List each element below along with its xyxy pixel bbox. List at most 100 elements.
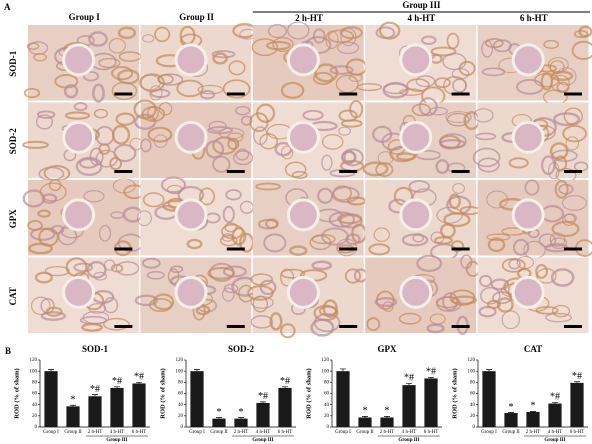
tubule bbox=[110, 211, 125, 219]
tubule bbox=[157, 74, 174, 85]
group-header: Group II bbox=[179, 12, 214, 22]
x-tick-label: Group II bbox=[356, 430, 374, 435]
glomerulus bbox=[174, 43, 208, 77]
group-label: Group III bbox=[106, 438, 127, 443]
tubule bbox=[553, 112, 581, 127]
tubule bbox=[487, 237, 506, 253]
scale-bar bbox=[339, 247, 358, 251]
tubule bbox=[48, 179, 62, 192]
tubule bbox=[550, 268, 575, 287]
tubule bbox=[382, 301, 394, 312]
x-tick-label: 2 h-HT bbox=[526, 430, 541, 435]
tubule bbox=[368, 243, 391, 256]
tubule bbox=[146, 271, 165, 280]
tubule bbox=[221, 287, 235, 302]
scale-bar bbox=[226, 92, 245, 96]
x-tick-label: 6 h-HT bbox=[424, 430, 439, 435]
tubule bbox=[442, 292, 459, 311]
scale-bar bbox=[564, 92, 582, 96]
tubule bbox=[92, 83, 105, 103]
y-tick-label: 120 bbox=[322, 358, 330, 363]
row-label: SOD-2 bbox=[8, 128, 18, 155]
tubule bbox=[65, 257, 88, 277]
tubule bbox=[375, 26, 396, 39]
y-tick-label: 0 bbox=[473, 425, 476, 430]
tubule bbox=[93, 271, 108, 281]
error-bar bbox=[282, 386, 288, 388]
tubule bbox=[501, 227, 526, 236]
tubule bbox=[406, 78, 430, 93]
tubule bbox=[331, 186, 360, 203]
tubule bbox=[98, 143, 111, 155]
tubule bbox=[161, 176, 187, 194]
tubule bbox=[312, 71, 334, 86]
error-bar bbox=[406, 383, 412, 386]
scale-bar bbox=[451, 170, 470, 173]
tubule bbox=[149, 85, 163, 101]
y-tick-label: 60 bbox=[324, 392, 330, 397]
error-bar bbox=[384, 416, 390, 418]
scale-bar bbox=[564, 170, 582, 173]
tubule bbox=[158, 102, 173, 116]
scale-bar bbox=[226, 170, 245, 173]
tubule bbox=[228, 60, 246, 76]
x-tick-label: 2 h-HT bbox=[234, 430, 249, 435]
y-axis-label: ROD (% of sham) bbox=[13, 368, 20, 418]
tubule bbox=[220, 223, 244, 240]
tubule bbox=[434, 77, 451, 89]
tubule bbox=[339, 26, 363, 40]
error-bar bbox=[486, 369, 492, 372]
tubule bbox=[302, 109, 324, 121]
tubule bbox=[44, 265, 70, 277]
tubule bbox=[150, 88, 171, 99]
tubule bbox=[225, 189, 242, 201]
tubule bbox=[338, 126, 351, 136]
tubule bbox=[83, 190, 105, 203]
tubule bbox=[263, 233, 287, 253]
tubule bbox=[451, 68, 470, 80]
significance-label: *# bbox=[90, 384, 100, 395]
tubule bbox=[103, 317, 130, 331]
glomerulus bbox=[62, 120, 96, 154]
tubule bbox=[212, 155, 231, 173]
tubule bbox=[115, 112, 136, 126]
tubule bbox=[552, 304, 571, 318]
chart-title: SOD-1 bbox=[82, 344, 109, 354]
x-tick-label: 2 h-HT bbox=[88, 430, 103, 435]
y-tick-label: 20 bbox=[178, 414, 184, 419]
scale-bar bbox=[114, 92, 133, 96]
tubule bbox=[452, 182, 465, 194]
bar bbox=[66, 406, 80, 427]
x-tick-label: Group II bbox=[64, 430, 82, 435]
tubule bbox=[416, 254, 443, 273]
tubule bbox=[312, 28, 326, 44]
scale-bar bbox=[114, 325, 133, 328]
tubule bbox=[211, 50, 236, 59]
y-tick-label: 20 bbox=[324, 414, 330, 419]
y-tick-label: 40 bbox=[324, 403, 330, 408]
bar bbox=[424, 378, 438, 427]
tubule bbox=[430, 46, 457, 57]
glomerulus bbox=[286, 120, 320, 154]
bar bbox=[548, 403, 562, 427]
tubule bbox=[82, 70, 100, 82]
tubule bbox=[281, 145, 294, 160]
significance-label: *# bbox=[280, 376, 290, 387]
tubule bbox=[480, 286, 501, 305]
x-tick-label: Group II bbox=[210, 430, 228, 435]
error-bar bbox=[216, 417, 222, 419]
tubule bbox=[142, 192, 165, 208]
glomerulus bbox=[511, 120, 545, 154]
tubule bbox=[98, 224, 112, 242]
tubule bbox=[562, 124, 587, 143]
y-tick-label: 20 bbox=[32, 414, 38, 419]
tubule bbox=[573, 29, 589, 39]
scale-bar bbox=[226, 325, 245, 328]
tubule bbox=[37, 209, 51, 218]
bar bbox=[570, 382, 584, 427]
bar bbox=[336, 371, 350, 427]
y-tick-label: 80 bbox=[324, 380, 330, 385]
significance-label: * bbox=[531, 401, 536, 412]
scale-bar bbox=[451, 325, 470, 328]
tubule bbox=[327, 29, 354, 44]
